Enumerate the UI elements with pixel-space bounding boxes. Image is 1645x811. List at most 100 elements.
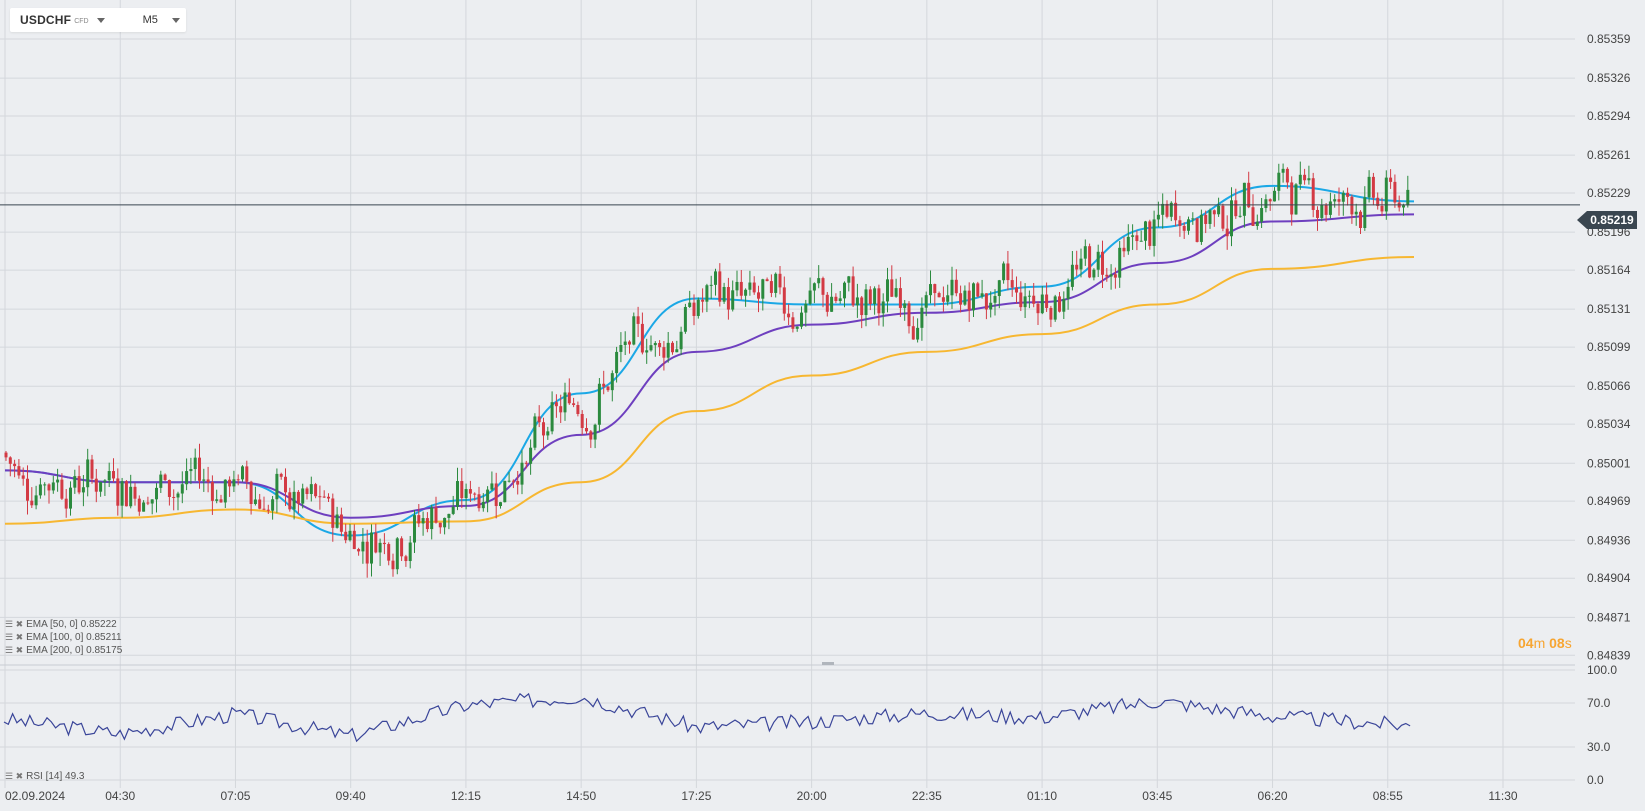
candle-body	[615, 351, 619, 374]
candle-body	[430, 507, 434, 530]
candle-body	[1040, 294, 1044, 314]
rsi-y-tick-label: 0.0	[1587, 773, 1604, 787]
candle-body	[825, 294, 829, 312]
symbol-dropdown-icon[interactable]	[96, 17, 105, 23]
candle-body	[438, 522, 442, 528]
candle-body	[314, 484, 318, 497]
candle-body	[124, 481, 128, 507]
candle-body	[726, 286, 730, 310]
legend-ema100-icons[interactable]: ☰ ✖	[5, 632, 24, 642]
candle-body	[116, 478, 120, 506]
candle-body	[873, 288, 877, 305]
time-axis: 02.09.2024 04:30 07:05 09:40 12:15 14:50 17:25…	[5, 789, 1518, 803]
candle-body	[1281, 168, 1285, 173]
candle-body	[516, 481, 520, 485]
candle-body	[550, 402, 554, 432]
candle-body	[344, 531, 348, 541]
candle-body	[348, 530, 352, 541]
legend-rsi[interactable]: ☰ ✖ RSI [14] 49.3	[5, 771, 85, 782]
x-tick-label: 14:50	[566, 789, 596, 803]
candle-body	[374, 532, 378, 553]
candle-body	[769, 281, 773, 293]
candle-body	[1156, 214, 1160, 220]
candle-body	[1144, 221, 1147, 241]
candle-body	[559, 406, 563, 413]
candle-body	[1316, 209, 1319, 218]
candle-body	[1363, 197, 1367, 228]
candle-body	[782, 287, 786, 314]
candle-body	[1277, 172, 1281, 191]
candle-body	[486, 489, 490, 502]
y-tick-label: 0.84904	[1587, 571, 1631, 585]
candle-body	[567, 392, 571, 404]
candle-body	[1230, 200, 1233, 237]
candles	[0, 161, 1580, 578]
candle-body	[1217, 205, 1221, 215]
candle-body	[1311, 178, 1315, 210]
candle-body	[382, 542, 386, 545]
candle-body	[163, 474, 167, 480]
candle-body	[309, 484, 313, 494]
candle-body	[731, 290, 735, 310]
legend-ema100[interactable]: ☰ ✖ EMA [100, 0] 0.85211	[5, 632, 122, 643]
candle-body	[886, 279, 889, 302]
legend-rsi-icons[interactable]: ☰ ✖	[5, 771, 24, 781]
candle-body	[520, 462, 524, 485]
pane-resize-handle	[822, 662, 834, 665]
legend-ema200[interactable]: ☰ ✖ EMA [200, 0] 0.85175	[5, 645, 122, 656]
candle-body	[903, 303, 907, 308]
candle-body	[1350, 196, 1354, 215]
candle-body	[408, 542, 412, 562]
grid	[0, 0, 1575, 788]
candle-body	[400, 538, 404, 557]
candle-body	[649, 345, 653, 351]
candle-body	[628, 341, 631, 345]
candle-body	[593, 424, 597, 440]
candle-body	[653, 343, 657, 346]
candle-body	[1204, 214, 1208, 224]
candle-body	[1135, 235, 1139, 242]
ema200-line	[4, 256, 1415, 525]
candle-body	[167, 479, 171, 497]
candle-body	[671, 342, 674, 353]
candle-body	[1182, 225, 1186, 231]
candle-body	[202, 479, 206, 481]
legend-ema50-icons[interactable]: ☰ ✖	[5, 619, 24, 629]
candle-body	[838, 298, 842, 301]
y-tick-label: 0.85359	[1587, 32, 1631, 46]
candle-body	[64, 498, 68, 509]
y-tick-label: 0.85001	[1587, 456, 1631, 470]
legend-ema50[interactable]: ☰ ✖ EMA [50, 0] 0.85222	[5, 619, 117, 630]
candle-body	[13, 463, 17, 467]
timeframe-label[interactable]: M5	[142, 14, 158, 26]
candle-body	[271, 499, 275, 511]
y-tick-label: 0.85326	[1587, 71, 1631, 85]
candle-body	[537, 416, 541, 423]
candle-body	[288, 492, 292, 510]
candle-body	[86, 459, 90, 488]
candle-body	[589, 431, 593, 440]
candle-body	[1290, 182, 1294, 215]
candle-body	[1191, 218, 1195, 220]
candle-body	[1234, 200, 1238, 217]
candle-body	[984, 293, 988, 310]
candle-body	[1015, 287, 1018, 293]
candle-body	[610, 373, 614, 391]
y-tick-label: 0.85229	[1587, 186, 1631, 200]
candle-body	[511, 480, 515, 482]
symbol-label[interactable]: USDCHF	[20, 13, 72, 27]
candle-body	[331, 498, 335, 528]
timeframe-dropdown-icon[interactable]	[171, 17, 180, 23]
candle-body	[43, 484, 47, 486]
candle-body	[339, 514, 343, 532]
candle-body	[1238, 215, 1242, 217]
candle-body	[193, 457, 197, 470]
candle-body	[1195, 218, 1199, 242]
legend-ema200-icons[interactable]: ☰ ✖	[5, 645, 24, 655]
candle-body	[81, 487, 85, 493]
legend-ema200-label: EMA [200, 0] 0.85175	[26, 645, 123, 656]
candle-body	[357, 549, 361, 552]
candle-body	[73, 476, 77, 488]
candle-body	[443, 517, 447, 528]
